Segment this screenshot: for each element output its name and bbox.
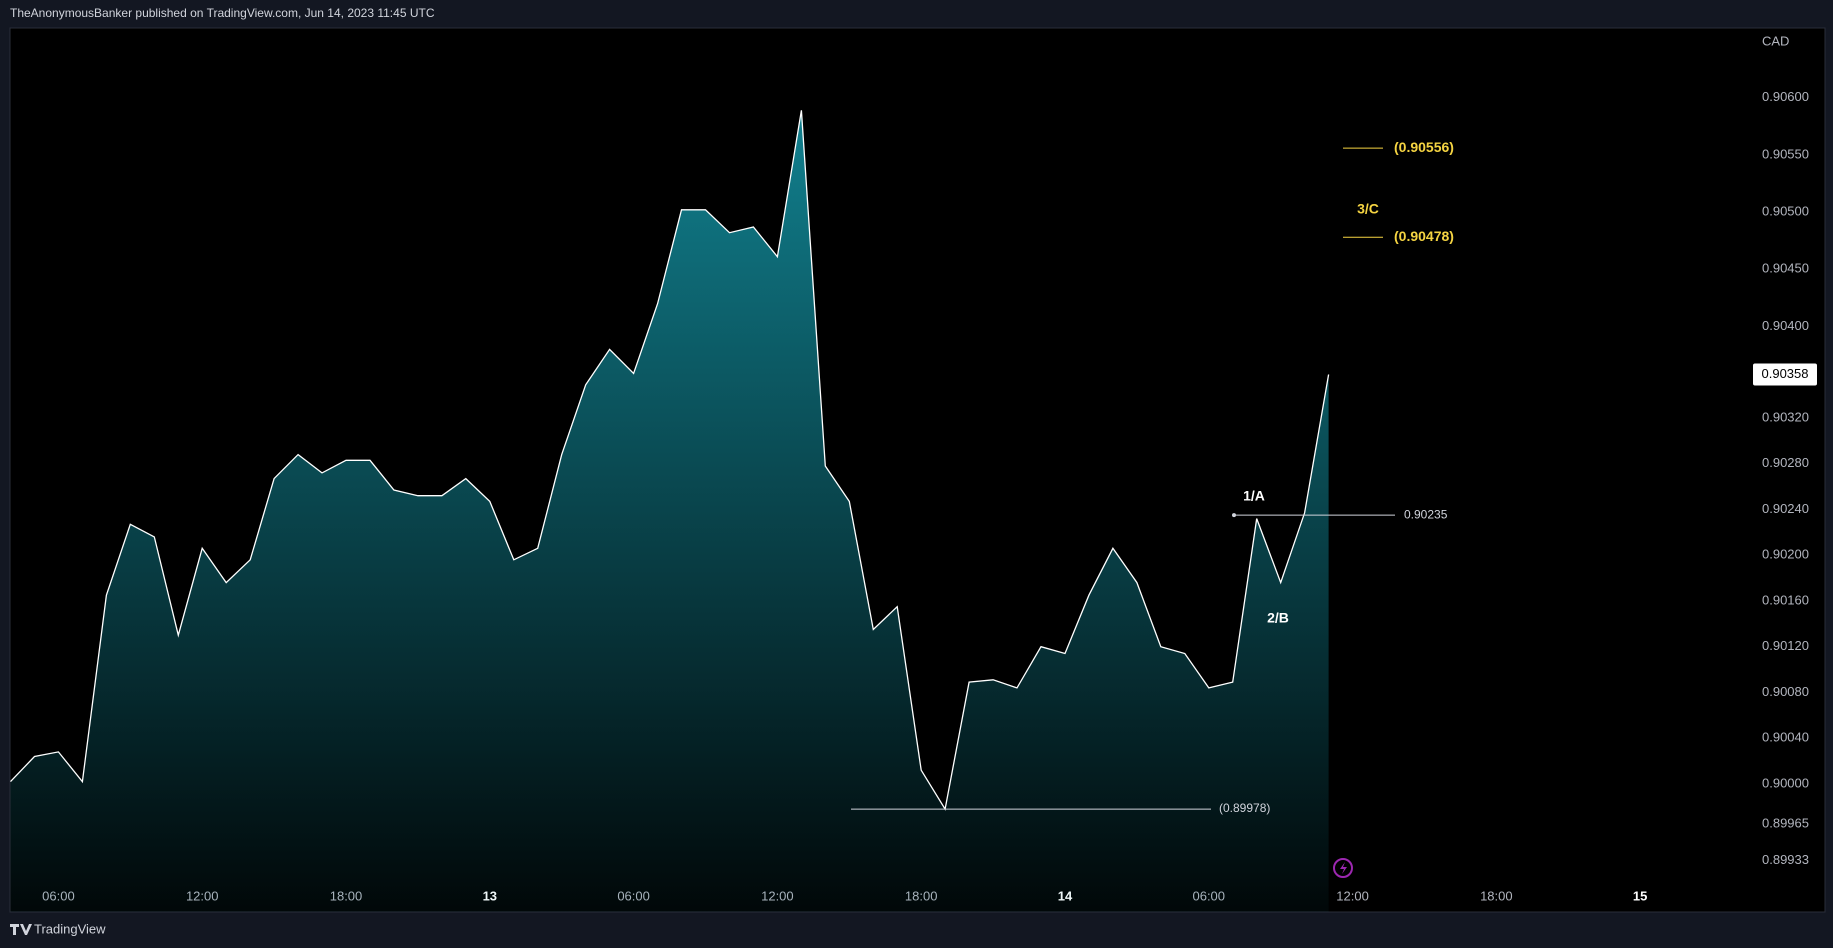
last-price-box — [1753, 363, 1817, 386]
x-tick-label: 15 — [1633, 888, 1647, 903]
area-fill — [10, 110, 1329, 913]
y-tick-label: 0.90240 — [1762, 501, 1809, 516]
header-text: TheAnonymousBanker published on TradingV… — [10, 6, 435, 20]
x-tick-label: 18:00 — [1480, 888, 1513, 903]
y-tick-label: 0.90450 — [1762, 261, 1809, 276]
level-anchor — [1232, 513, 1236, 518]
y-tick-label: 0.90120 — [1762, 638, 1809, 653]
y-tick-label: 0.90550 — [1762, 146, 1809, 161]
wave-label: 3/C — [1357, 201, 1379, 217]
y-tick-label: 0.90200 — [1762, 547, 1809, 562]
currency-label: CAD — [1762, 33, 1789, 48]
level-label: (0.89978) — [1219, 801, 1270, 815]
y-tick-label: 0.90400 — [1762, 318, 1809, 333]
price-line — [10, 110, 1330, 811]
y-tick-label: 0.90080 — [1762, 684, 1809, 699]
y-tick-label: 0.90160 — [1762, 592, 1809, 607]
level-label: (0.90478) — [1394, 228, 1454, 244]
level-label: 0.90235 — [1404, 507, 1448, 521]
y-tick-label: 0.90320 — [1762, 409, 1809, 424]
top-bar — [0, 0, 1833, 28]
footer-text: TradingView — [34, 921, 106, 936]
event-icon — [1333, 858, 1353, 878]
y-tick-label: 0.89965 — [1762, 815, 1809, 830]
y-tick-label: 0.90600 — [1762, 89, 1809, 104]
y-tick-label: 0.90280 — [1762, 455, 1809, 470]
footer-logo — [10, 924, 32, 935]
y-tick-label: 0.90040 — [1762, 730, 1809, 745]
wave-label: 1/A — [1243, 488, 1265, 504]
level-label: (0.90556) — [1394, 139, 1454, 155]
y-tick-label: 0.89933 — [1762, 852, 1809, 867]
y-tick-label: 0.90500 — [1762, 204, 1809, 219]
y-tick-label: 0.90000 — [1762, 775, 1809, 790]
last-price-label: 0.90358 — [1762, 366, 1809, 381]
wave-label: 2/B — [1267, 610, 1289, 626]
x-tick-label: 12:00 — [1336, 888, 1369, 903]
